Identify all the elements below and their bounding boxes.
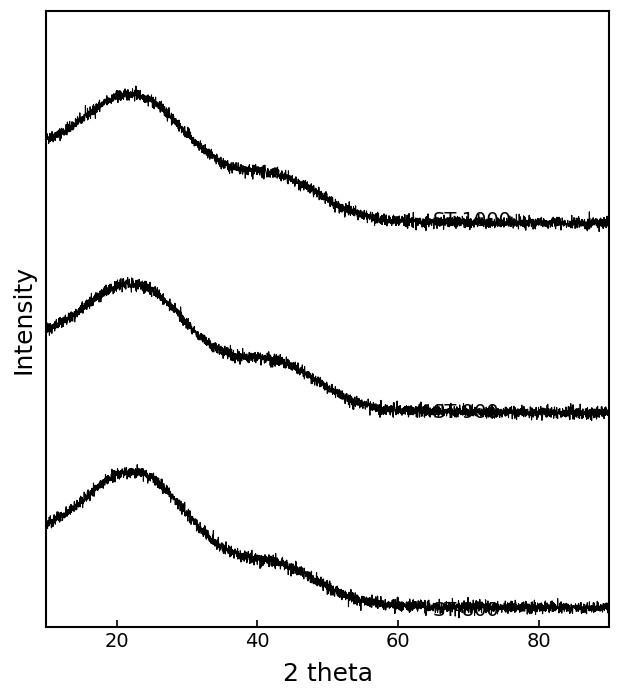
Text: ST-900: ST-900: [433, 403, 500, 422]
Text: ST-800: ST-800: [433, 602, 500, 620]
X-axis label: 2 theta: 2 theta: [283, 662, 373, 686]
Y-axis label: Intensity: Intensity: [11, 265, 35, 374]
Text: ST-1000: ST-1000: [433, 211, 512, 230]
